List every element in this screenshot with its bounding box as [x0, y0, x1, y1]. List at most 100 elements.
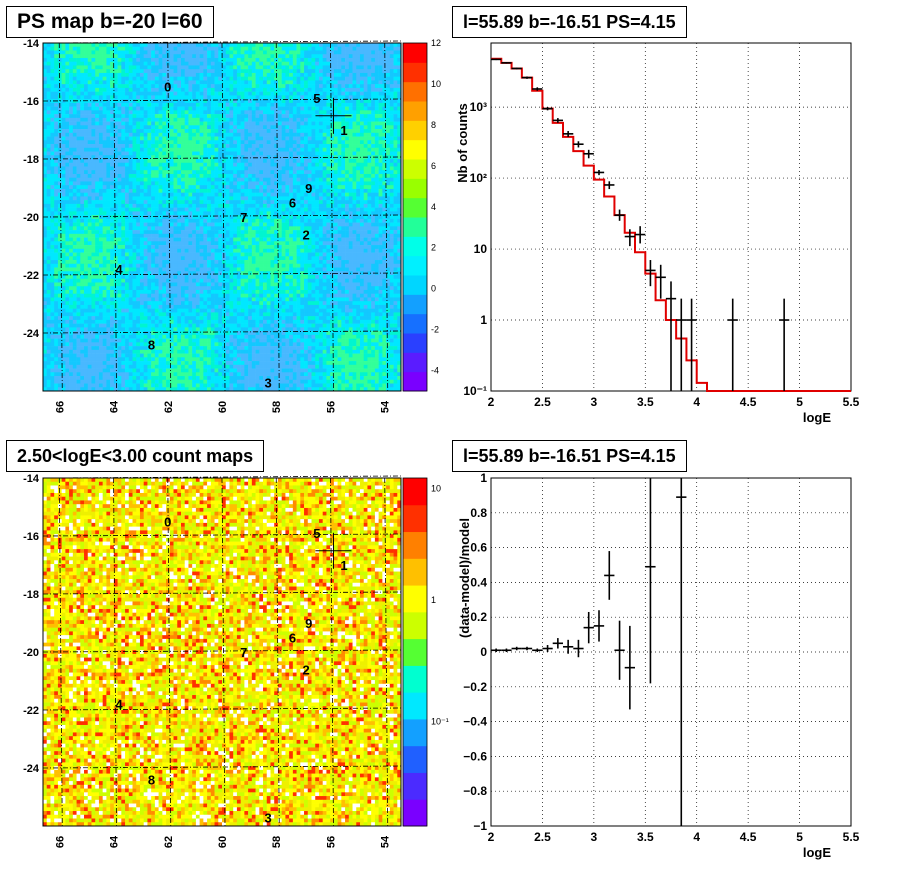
- x-tick-label: 56: [325, 401, 337, 413]
- y-tick-label: -20: [23, 647, 39, 659]
- colorbar-tick-label: 0: [431, 284, 436, 294]
- y-tick-label: 10⁻¹: [463, 384, 487, 398]
- x-tick-label: 66: [54, 836, 66, 848]
- y-axis-title: Nb of counts: [455, 103, 470, 182]
- x-tick-label: 5.5: [843, 830, 860, 844]
- source-label: 2: [302, 227, 309, 242]
- y-tick-label: 10: [474, 242, 488, 256]
- x-tick-label: 64: [109, 400, 121, 413]
- residuals-pad: 2 2.5 3 3.5 4 4.5 5 5.510.80.60.40.20−0.2−0.4−0…: [457, 471, 860, 860]
- x-axis-title: logE: [803, 845, 831, 860]
- x-tick-label: 2.5: [534, 395, 551, 409]
- y-tick-label: 1: [480, 471, 487, 485]
- colorbar-tick-label: -4: [431, 366, 439, 376]
- x-tick-label: 60: [217, 836, 229, 848]
- source-label: 1: [340, 123, 347, 138]
- source-label: 5: [313, 526, 320, 541]
- figure-canvas: 66 64 62 60 58 56 54-14-16-18-20-22-2405196724…: [0, 0, 898, 871]
- x-tick-label: 2: [488, 395, 495, 409]
- y-tick-label: -24: [23, 328, 40, 340]
- y-tick-label: 1: [480, 313, 487, 327]
- y-tick-label: -24: [23, 763, 40, 775]
- y-tick-label: −0.6: [463, 749, 487, 763]
- colorbar-tick-label: 8: [431, 120, 436, 130]
- source-label: 0: [164, 80, 171, 95]
- colorbar-tick-label: 10: [431, 483, 441, 493]
- source-label: 9: [305, 181, 312, 196]
- y-tick-label: -20: [23, 212, 39, 224]
- y-tick-label: -14: [23, 38, 40, 50]
- pad-title-residuals: l=55.89 b=-16.51 PS=4.15: [452, 440, 687, 472]
- pad-title-ps-map: PS map b=-20 l=60: [6, 6, 214, 38]
- y-tick-label: -18: [23, 154, 39, 166]
- x-tick-label: 2: [488, 830, 495, 844]
- colorbar-tick-label: 12: [431, 38, 441, 48]
- x-tick-label: 58: [271, 401, 283, 413]
- y-tick-label: −0.2: [463, 680, 487, 694]
- x-tick-label: 3: [591, 830, 598, 844]
- y-tick-label: −0.8: [463, 784, 487, 798]
- y-tick-label: 0.6: [470, 541, 487, 555]
- x-tick-label: 54: [380, 400, 392, 413]
- source-label: 3: [264, 375, 271, 390]
- source-label: 2: [302, 662, 309, 677]
- x-tick-label: 58: [271, 836, 283, 848]
- x-tick-label: 64: [109, 835, 121, 848]
- x-tick-label: 5: [796, 830, 803, 844]
- source-label: 7: [240, 645, 247, 660]
- y-tick-label: -16: [23, 531, 39, 543]
- colorbar-tick-label: 10: [431, 79, 441, 89]
- y-tick-label: -14: [23, 473, 40, 485]
- y-tick-label: 0.4: [470, 575, 487, 589]
- ps-map-pad: 66 64 62 60 58 56 54-14-16-18-20-22-2405196724…: [23, 38, 441, 413]
- colorbar-tick-label: 6: [431, 161, 436, 171]
- source-label: 3: [264, 810, 271, 825]
- colorbar-tick-label: 2: [431, 243, 436, 253]
- ps-map-colorbar: 12 10 8 6 4 2 0 -2 -4: [403, 38, 441, 392]
- source-label: 9: [305, 616, 312, 631]
- source-label: 0: [164, 515, 171, 530]
- y-tick-label: 10³: [470, 100, 487, 114]
- colorbar-tick-label: 4: [431, 202, 436, 212]
- pad-title-spectrum: l=55.89 b=-16.51 PS=4.15: [452, 6, 687, 38]
- source-label: 8: [148, 338, 155, 353]
- x-tick-label: 66: [54, 401, 66, 413]
- x-tick-label: 3: [591, 395, 598, 409]
- x-tick-label: 56: [325, 836, 337, 848]
- x-tick-label: 5.5: [843, 395, 860, 409]
- y-tick-label: 0.8: [470, 506, 487, 520]
- y-tick-label: 0: [480, 645, 487, 659]
- colorbar-tick-label: 1: [431, 595, 436, 605]
- pad-title-count-map: 2.50<logE<3.00 count maps: [6, 440, 264, 472]
- source-label: 8: [148, 773, 155, 788]
- x-tick-label: 4: [693, 830, 700, 844]
- y-tick-label: −1: [473, 819, 487, 833]
- y-tick-label: -22: [23, 270, 39, 282]
- y-tick-label: -22: [23, 705, 39, 717]
- colorbar-tick-label: 10⁻¹: [431, 717, 449, 727]
- count-map-pad: 66 64 62 60 58 56 54-14-16-18-20-22-2405196724…: [23, 473, 449, 848]
- colorbar-tick-label: -2: [431, 325, 439, 335]
- source-label: 7: [240, 210, 247, 225]
- y-tick-label: -16: [23, 96, 39, 108]
- x-tick-label: 4.5: [740, 830, 757, 844]
- source-label: 6: [289, 631, 296, 646]
- y-tick-label: −0.4: [463, 715, 487, 729]
- y-tick-label: -18: [23, 589, 39, 601]
- source-label: 6: [289, 196, 296, 211]
- x-tick-label: 4: [693, 395, 700, 409]
- source-label: 1: [340, 558, 347, 573]
- x-tick-label: 60: [217, 401, 229, 413]
- x-tick-label: 3.5: [637, 395, 654, 409]
- y-tick-label: 0.2: [470, 610, 487, 624]
- count-map-colorbar: 10 1 10⁻¹: [403, 478, 449, 827]
- x-tick-label: 2.5: [534, 830, 551, 844]
- source-label: 4: [115, 262, 123, 277]
- y-tick-label: 10²: [470, 171, 487, 185]
- y-axis-title: (data-model)/model: [457, 518, 472, 638]
- source-label: 5: [313, 91, 320, 106]
- x-axis-title: logE: [803, 410, 831, 425]
- x-tick-label: 5: [796, 395, 803, 409]
- source-label: 4: [115, 697, 123, 712]
